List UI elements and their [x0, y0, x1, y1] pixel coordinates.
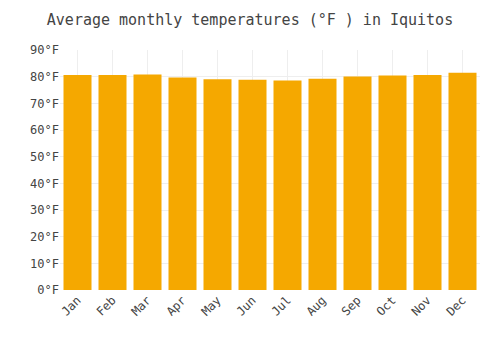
svg-text:60°F: 60°F [30, 123, 59, 137]
svg-text:Aug: Aug [304, 293, 329, 318]
svg-text:90°F: 90°F [30, 43, 59, 57]
svg-text:10°F: 10°F [30, 257, 59, 271]
svg-text:40°F: 40°F [30, 177, 59, 191]
svg-text:80°F: 80°F [30, 70, 59, 84]
svg-text:20°F: 20°F [30, 230, 59, 244]
svg-text:Feb: Feb [94, 293, 119, 318]
svg-text:70°F: 70°F [30, 97, 59, 111]
svg-text:50°F: 50°F [30, 150, 59, 164]
svg-text:0°F: 0°F [37, 283, 59, 297]
svg-text:30°F: 30°F [30, 203, 59, 217]
svg-text:Average monthly temperatures (: Average monthly temperatures (°F ) in Iq… [47, 11, 453, 29]
svg-text:Nov: Nov [409, 293, 434, 318]
svg-text:Apr: Apr [164, 293, 189, 318]
svg-text:Jun: Jun [234, 293, 259, 318]
svg-text:Mar: Mar [129, 293, 154, 318]
svg-text:Jan: Jan [59, 293, 84, 318]
svg-text:Oct: Oct [374, 293, 399, 318]
svg-text:Jul: Jul [269, 293, 294, 318]
svg-text:Sep: Sep [339, 293, 364, 318]
svg-text:Dec: Dec [444, 293, 469, 318]
svg-text:May: May [199, 293, 224, 318]
